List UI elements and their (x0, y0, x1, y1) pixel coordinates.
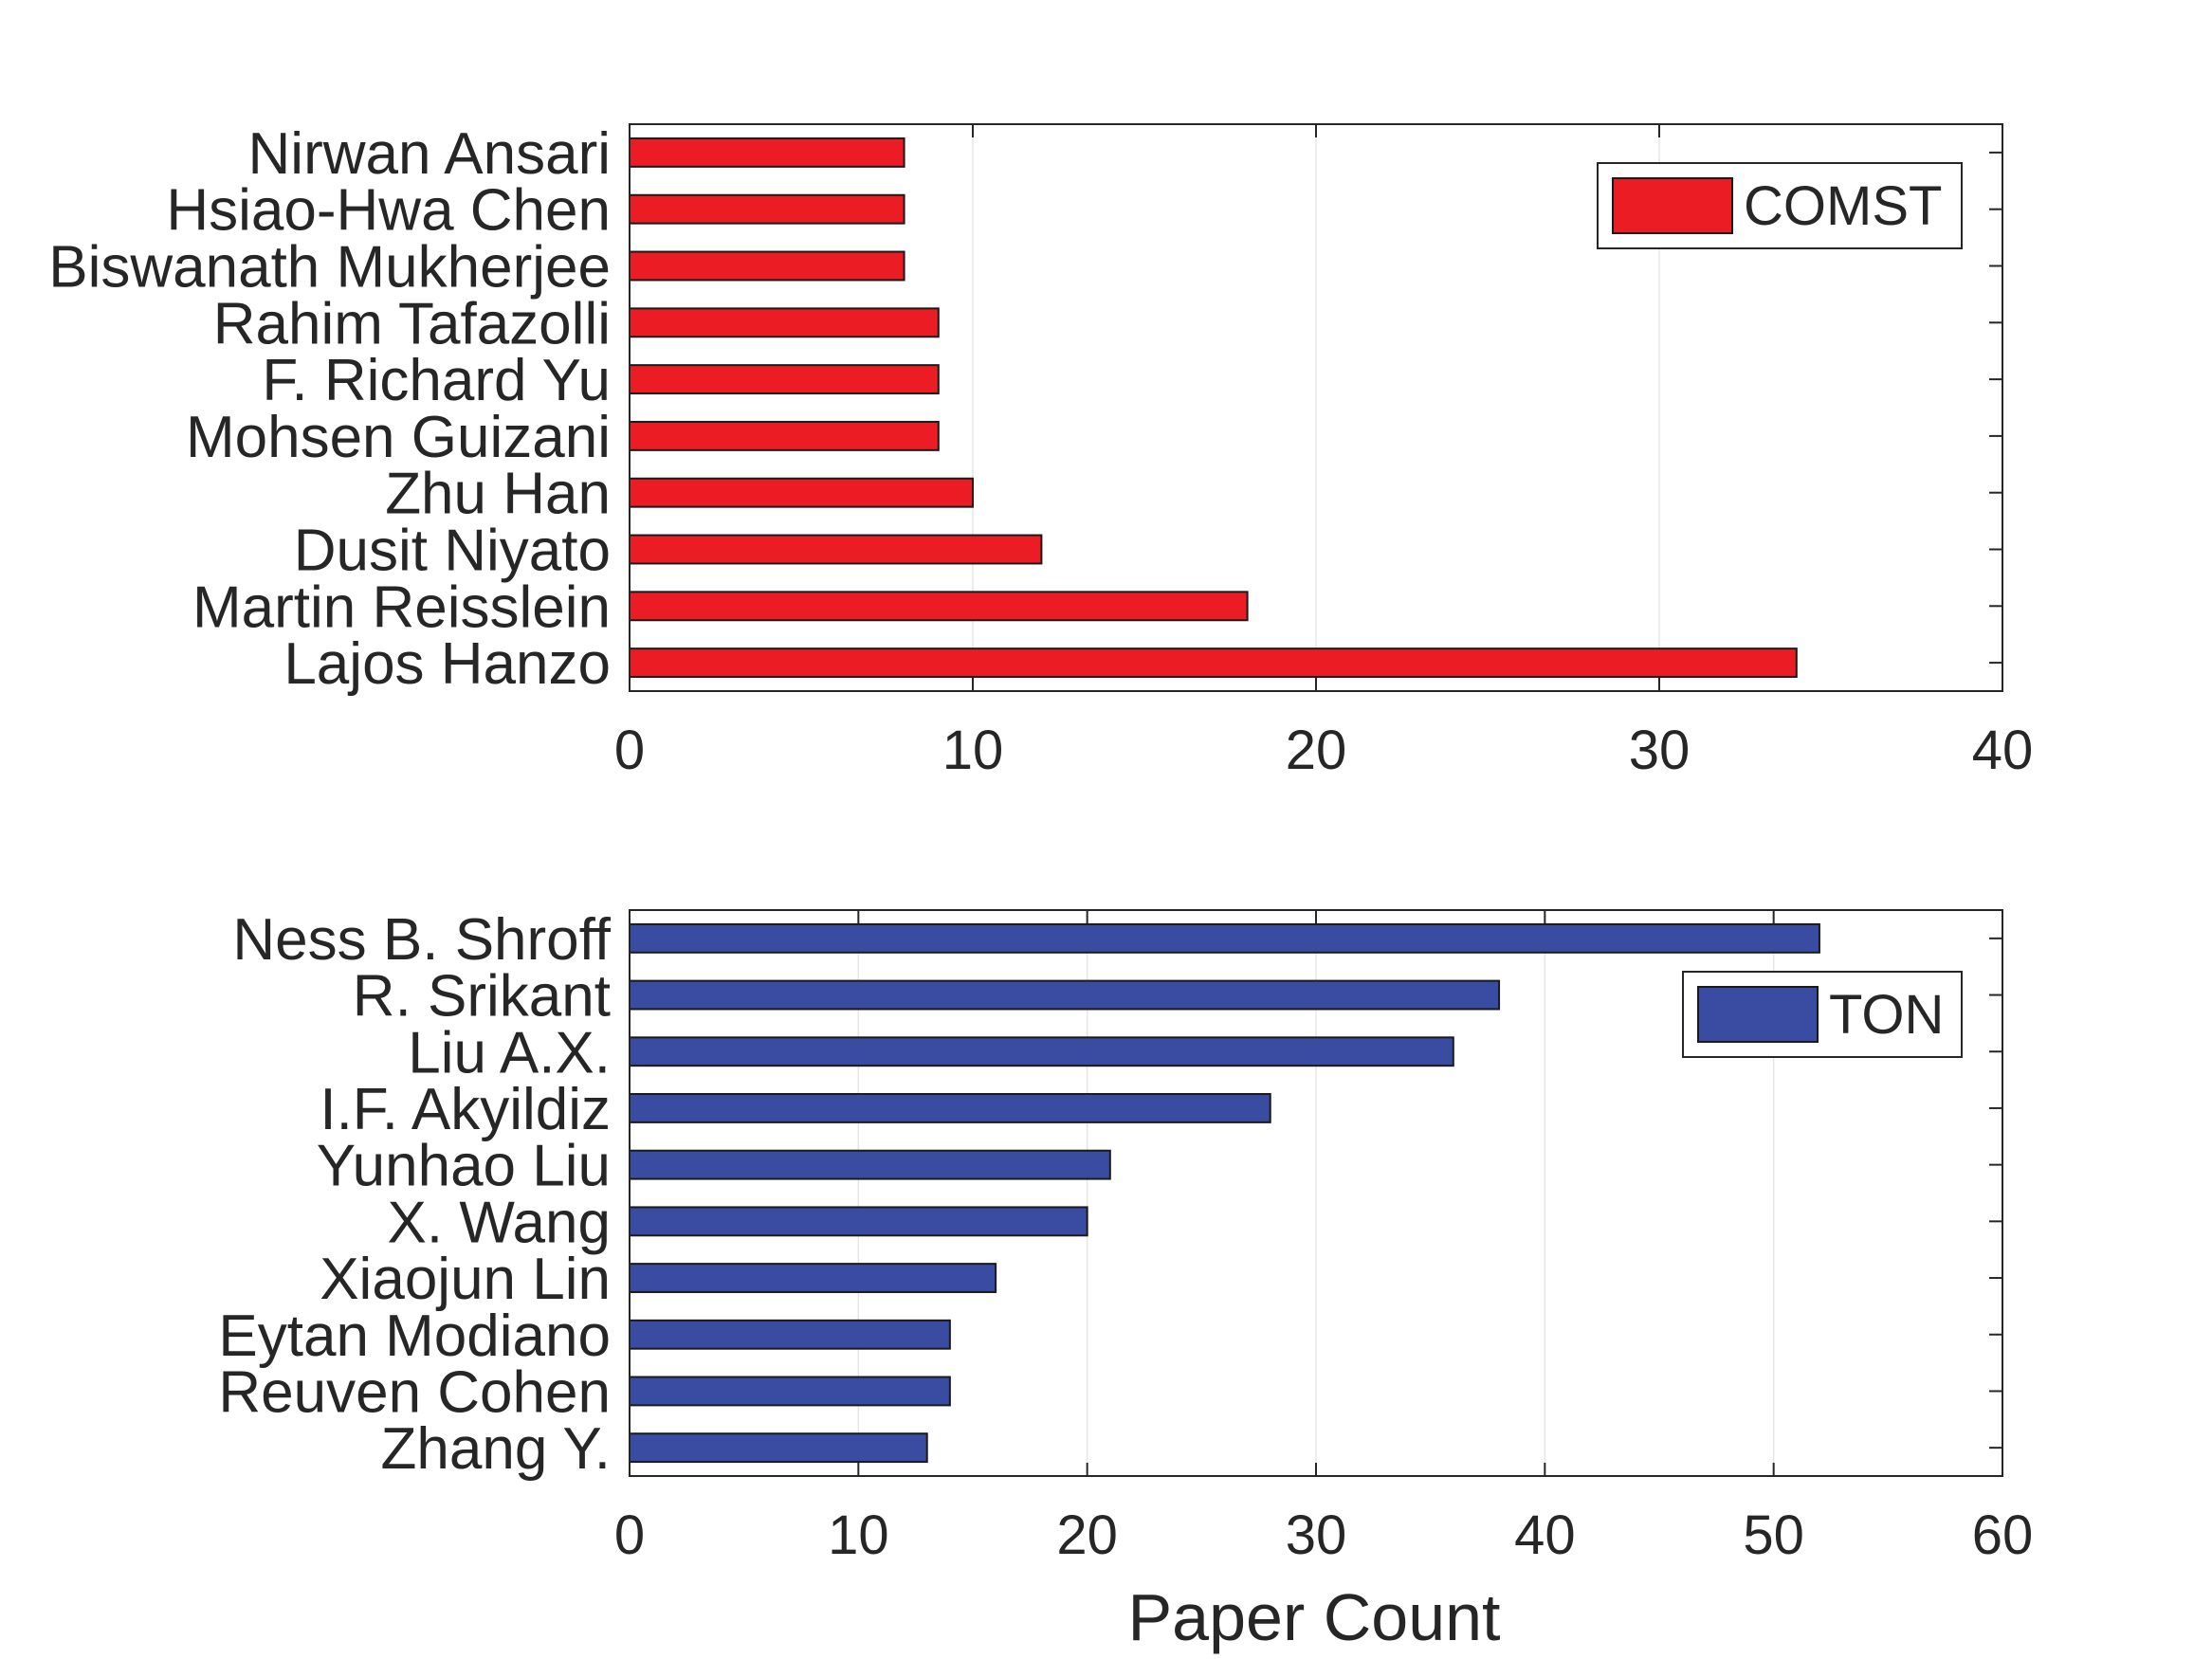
ton-author-label: X. Wang (388, 1190, 611, 1255)
ton-bar (629, 979, 1501, 1011)
comst-x-tick-label: 40 (1972, 720, 2034, 781)
comst-legend-label: COMST (1744, 175, 1942, 237)
ton-x-tick-label: 30 (1286, 1504, 1347, 1566)
comst-x-tick-label: 20 (1286, 720, 1347, 781)
ton-legend-swatch (1697, 986, 1819, 1043)
comst-author-label: Martin Reisslein (192, 574, 611, 640)
comst-bar (629, 477, 974, 508)
ton-x-tick-label: 0 (614, 1504, 645, 1566)
comst-bar (629, 250, 905, 282)
comst-author-label: Zhu Han (385, 462, 611, 527)
ton-bar (629, 1432, 928, 1464)
ton-legend: TON (1682, 971, 1963, 1058)
comst-author-label: Hsiao-Hwa Chen (166, 178, 611, 244)
ton-author-label: Liu A.X. (408, 1020, 611, 1085)
ton-author-label: Xiaojun Lin (320, 1247, 611, 1312)
ton-bar (629, 1149, 1111, 1180)
comst-author-label: Dusit Niyato (294, 519, 611, 584)
comst-author-label: Rahim Tafazolli (213, 291, 611, 356)
ton-author-label: Ness B. Shroff (232, 907, 611, 973)
ton-author-label: Eytan Modiano (218, 1304, 611, 1369)
comst-bar (629, 193, 905, 225)
comst-legend: COMST (1597, 162, 1963, 249)
x-axis-label: Paper Count (1127, 1580, 1500, 1654)
comst-bars (629, 137, 1798, 679)
ton-bar (629, 1319, 951, 1350)
comst-x-ticks: 0 10 20 30 40 (614, 124, 2033, 781)
ton-bar (629, 1206, 1088, 1237)
comst-bar (629, 364, 940, 395)
ton-axes-frame (629, 909, 2003, 1477)
comst-bar (629, 137, 905, 168)
ton-x-tick-label: 10 (828, 1504, 889, 1566)
ton-bar (629, 1263, 997, 1293)
ton-x-ticks: 0 10 20 30 40 50 60 (614, 910, 2033, 1566)
ton-x-tick-label: 50 (1743, 1504, 1804, 1566)
ton-author-label: I.F. Akyildiz (320, 1077, 611, 1142)
comst-legend-swatch (1612, 177, 1733, 234)
ton-bar (629, 1376, 951, 1407)
comst-author-label: Nirwan Ansari (248, 121, 611, 187)
ton-legend-label: TON (1829, 984, 1944, 1046)
ton-bar (629, 922, 1820, 954)
comst-author-label: Lajos Hanzo (283, 631, 611, 697)
comst-author-label: F. Richard Yu (262, 348, 611, 413)
comst-bar (629, 307, 940, 338)
comst-bar (629, 591, 1249, 622)
ton-x-tick-label: 20 (1056, 1504, 1118, 1566)
ton-bar (629, 1036, 1454, 1067)
ton-bar (629, 1093, 1271, 1123)
comst-bar (629, 647, 1798, 679)
ton-author-label: Yunhao Liu (317, 1134, 611, 1199)
comst-axes-frame (629, 123, 2003, 692)
ton-x-tick-label: 40 (1514, 1504, 1576, 1566)
comst-bar (629, 420, 940, 451)
comst-author-label: Biswanath Mukherjee (48, 235, 611, 301)
ton-x-tick-label: 60 (1972, 1504, 2034, 1566)
comst-x-tick-label: 0 (614, 720, 645, 781)
ton-author-label: Reuven Cohen (218, 1359, 611, 1425)
comst-author-label: Mohsen Guizani (186, 405, 611, 470)
ton-author-label: Zhang Y. (381, 1416, 612, 1482)
comst-x-tick-label: 30 (1629, 720, 1691, 781)
ton-author-label: R. Srikant (353, 964, 611, 1030)
comst-bar (629, 534, 1043, 565)
comst-x-tick-label: 10 (942, 720, 1004, 781)
